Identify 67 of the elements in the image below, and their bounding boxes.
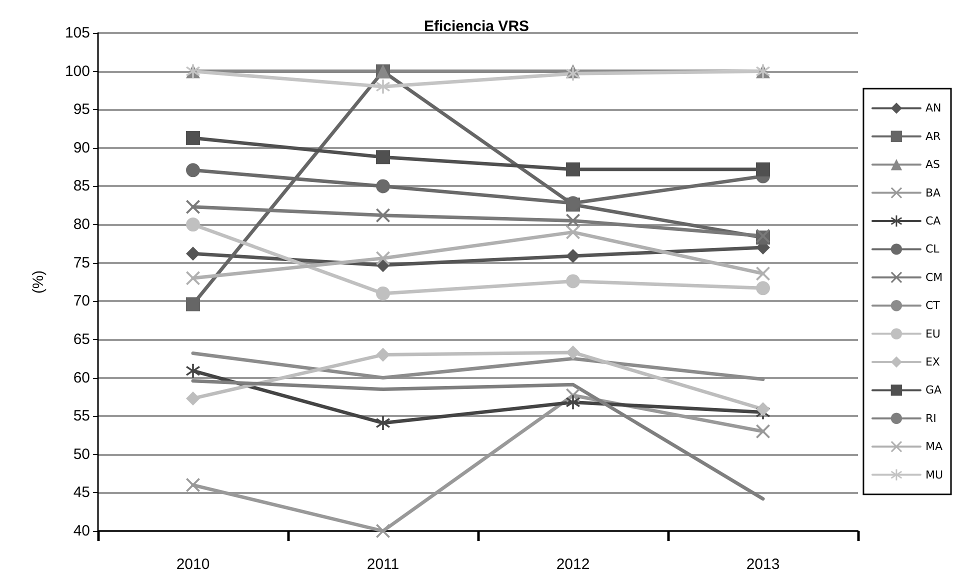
legend-label: EX (925, 356, 940, 368)
legend-label: RI (925, 412, 936, 425)
legend-label: MA (925, 440, 943, 454)
point (186, 391, 200, 406)
point (566, 248, 580, 263)
point (566, 214, 580, 228)
legend-label: CT (925, 299, 940, 312)
x-tick-label: 2010 (176, 556, 210, 573)
y-tick-label: 70 (73, 292, 90, 310)
legend-label: EU (925, 327, 940, 340)
y-tick-label: 80 (73, 216, 90, 234)
point (376, 208, 390, 222)
point (566, 395, 580, 410)
point (186, 478, 200, 492)
point (566, 345, 580, 360)
point (376, 348, 390, 362)
legend-label: AR (925, 130, 941, 143)
y-tick-label: 75 (73, 254, 90, 272)
point (186, 246, 200, 261)
point (376, 416, 390, 430)
legend-label: CM (925, 270, 943, 284)
legend-label: CA (925, 214, 942, 228)
x-tick-label: 2013 (746, 556, 780, 573)
point (186, 218, 200, 232)
y-tick-label: 95 (73, 101, 90, 118)
point (756, 402, 770, 416)
point (376, 524, 390, 538)
point (756, 424, 770, 438)
x-tick-label: 2012 (556, 556, 590, 573)
point (756, 281, 770, 296)
point (186, 271, 200, 286)
point (186, 297, 200, 312)
point (566, 274, 580, 288)
line-series (191, 379, 765, 501)
y-tick-label: 105 (64, 24, 90, 42)
point (186, 163, 200, 178)
y-tick-label: 50 (73, 446, 90, 463)
point (756, 162, 770, 176)
legend-label: GA (925, 384, 942, 397)
point (186, 130, 200, 145)
y-tick-label: 85 (73, 178, 90, 195)
point (376, 251, 390, 266)
chart-title: Eficiencia VRS (424, 18, 530, 35)
y-tick-label: 65 (73, 330, 90, 348)
point (186, 364, 200, 378)
x-tick-label: 2011 (366, 556, 400, 573)
y-tick-label: 45 (73, 484, 90, 502)
point (566, 225, 580, 240)
legend-label: BA (925, 186, 942, 200)
y-tick-label: 100 (64, 62, 90, 80)
legend-label: AN (925, 102, 942, 115)
legend-label: CL (925, 242, 940, 256)
point (756, 266, 770, 281)
point (376, 179, 390, 194)
y-tick-label: 40 (73, 522, 90, 540)
legend-label: MU (925, 468, 944, 482)
point (376, 150, 390, 164)
legend-label: AS (925, 158, 940, 172)
y-tick-label: 60 (73, 369, 90, 386)
point (376, 80, 390, 94)
y-tick-label: 90 (73, 139, 90, 156)
y-axis-title: (%) (30, 270, 47, 294)
point (566, 162, 580, 176)
y-tick-label: 55 (73, 408, 90, 425)
point (186, 200, 200, 214)
point (566, 66, 580, 81)
point (376, 286, 390, 300)
